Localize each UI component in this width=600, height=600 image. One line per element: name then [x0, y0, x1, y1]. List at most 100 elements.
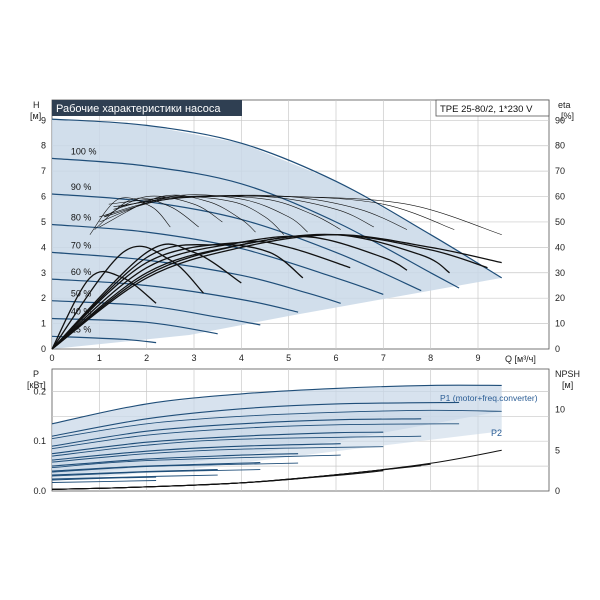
model-box — [435, 99, 550, 117]
power-panel: 0.0 0.1 0.2 0 5 10 P [кВт] NPSH [м] P1 (moto… — [27, 368, 580, 496]
head-y-tick-label: 3 — [41, 268, 46, 278]
eta-y-tick-label: 0 — [555, 344, 560, 354]
efficiency-curve — [51, 243, 242, 350]
x-tick-label: 0 — [49, 353, 54, 363]
p1-curve — [51, 418, 422, 447]
power-curves — [51, 384, 502, 483]
npsh-curves — [51, 449, 502, 490]
efficiency-curve-thin — [113, 194, 408, 230]
efficiency-curve-thin — [104, 195, 375, 228]
p2-curve — [51, 462, 299, 473]
p2-curve — [51, 435, 422, 457]
p1-curve — [51, 453, 299, 467]
p1-curve — [51, 384, 502, 425]
eta-y-tick-label: 70 — [555, 166, 565, 176]
p2-curve — [51, 454, 341, 469]
eta-y-tick-label: 90 — [555, 115, 565, 125]
npsh-y-tick-label: 5 — [555, 445, 560, 455]
x-tick-label: 1 — [97, 353, 102, 363]
efficiency-curve-thin — [94, 197, 199, 230]
head-y-tick-label: 2 — [41, 293, 46, 303]
head-y-tick-label: 9 — [41, 115, 46, 125]
head-x-ticks: 0 1 2 3 4 5 6 7 8 9 — [49, 353, 480, 363]
head-axis-label: H — [33, 100, 40, 110]
eta-axis-unit: [%] — [561, 111, 574, 121]
power-y-tick-label: 0.1 — [33, 436, 46, 446]
p2-curve — [51, 480, 157, 483]
head-y-ticks: 0 1 2 3 4 5 6 7 8 9 — [41, 115, 46, 354]
npsh-curve — [51, 478, 299, 490]
speed-percent-label: 40 % — [71, 307, 92, 317]
x-tick-label: 3 — [191, 353, 196, 363]
speed-percent-label: 90 % — [71, 182, 92, 192]
efficiency-curves — [51, 194, 502, 350]
head-curve — [51, 278, 299, 313]
eta-axis-label: eta — [558, 100, 571, 110]
x-tick-label: 7 — [381, 353, 386, 363]
speed-percent-label: 25 % — [71, 324, 92, 334]
efficiency-curve-thin — [103, 195, 223, 223]
npsh-axis-unit: [м] — [562, 380, 573, 390]
eta-y-tick-label: 10 — [555, 319, 565, 329]
npsh-axis-label: NPSH — [555, 369, 580, 379]
speed-percent-label: 80 % — [71, 213, 92, 223]
p2-curve — [51, 469, 261, 477]
title-banner — [52, 100, 242, 116]
eta-y-tick-label: 30 — [555, 268, 565, 278]
p1-curve — [51, 401, 460, 437]
npsh-y-tick-label: 0 — [555, 486, 560, 496]
power-y-tick-label: 0.0 — [33, 486, 46, 496]
x-tick-label: 2 — [144, 353, 149, 363]
efficiency-curve-thin — [99, 194, 256, 233]
p1-curve — [51, 469, 218, 476]
head-curve — [51, 223, 384, 295]
efficiency-curve — [51, 270, 157, 350]
x-tick-label: 9 — [475, 353, 480, 363]
x-tick-label: 8 — [428, 353, 433, 363]
chart-title: Рабочие характеристики насоса — [56, 103, 221, 115]
power-axis-label: P — [33, 369, 39, 379]
eta-y-tick-label: 80 — [555, 141, 565, 151]
p2-curve — [51, 446, 384, 463]
head-curve — [51, 300, 261, 326]
head-y-tick-label: 4 — [41, 242, 46, 252]
eta-y-tick-label: 60 — [555, 192, 565, 202]
efficiency-curve-thin — [89, 197, 171, 235]
p1-curve — [51, 476, 157, 481]
speed-percent-label: 60 % — [71, 267, 92, 277]
head-y-tick-label: 8 — [41, 141, 46, 151]
x-tick-label: 6 — [333, 353, 338, 363]
npsh-y-ticks: 0 5 10 — [555, 405, 565, 496]
p1-series-label: P1 (motor+freq.converter) — [440, 393, 538, 403]
eta-y-tick-label: 40 — [555, 242, 565, 252]
head-curve — [51, 157, 460, 289]
head-y-tick-label: 0 — [41, 344, 46, 354]
p1-curve — [51, 443, 341, 461]
efficiency-curve-thin — [99, 194, 308, 233]
head-axis-unit: [м] — [30, 111, 41, 121]
x-tick-label: 5 — [286, 353, 291, 363]
npsh-y-tick-label: 10 — [555, 405, 565, 415]
pump-model: TPE 25-80/2, 1*230 V — [440, 104, 533, 115]
head-y-tick-label: 5 — [41, 217, 46, 227]
efficiency-curve — [51, 240, 351, 350]
efficiency-curve — [51, 233, 450, 350]
speed-percent-label: 50 % — [71, 289, 92, 299]
eta-y-tick-label: 20 — [555, 293, 565, 303]
p1-curve — [51, 431, 384, 455]
flow-axis-label: Q [м³/ч] — [505, 354, 536, 364]
efficiency-curve — [51, 235, 408, 350]
operating-region — [52, 119, 502, 349]
speed-percent-label: 100 % — [71, 146, 97, 156]
head-y-tick-label: 7 — [41, 166, 46, 176]
p2-curve — [51, 474, 218, 480]
head-y-tick-label: 1 — [41, 319, 46, 329]
head-operating-region — [52, 119, 502, 349]
power-y-tick-label: 0.2 — [33, 386, 46, 396]
power-y-ticks: 0.0 0.1 0.2 — [33, 386, 46, 496]
head-panel: 0 1 2 3 4 5 6 7 8 9 0 1 2 3 4 5 6 7 8 9 0 10 20 30 40 50 60 70 80 9… — [30, 99, 574, 364]
speed-percent-label: 70 % — [71, 240, 92, 250]
efficiency-curve — [51, 234, 502, 350]
head-y-tick-label: 6 — [41, 192, 46, 202]
